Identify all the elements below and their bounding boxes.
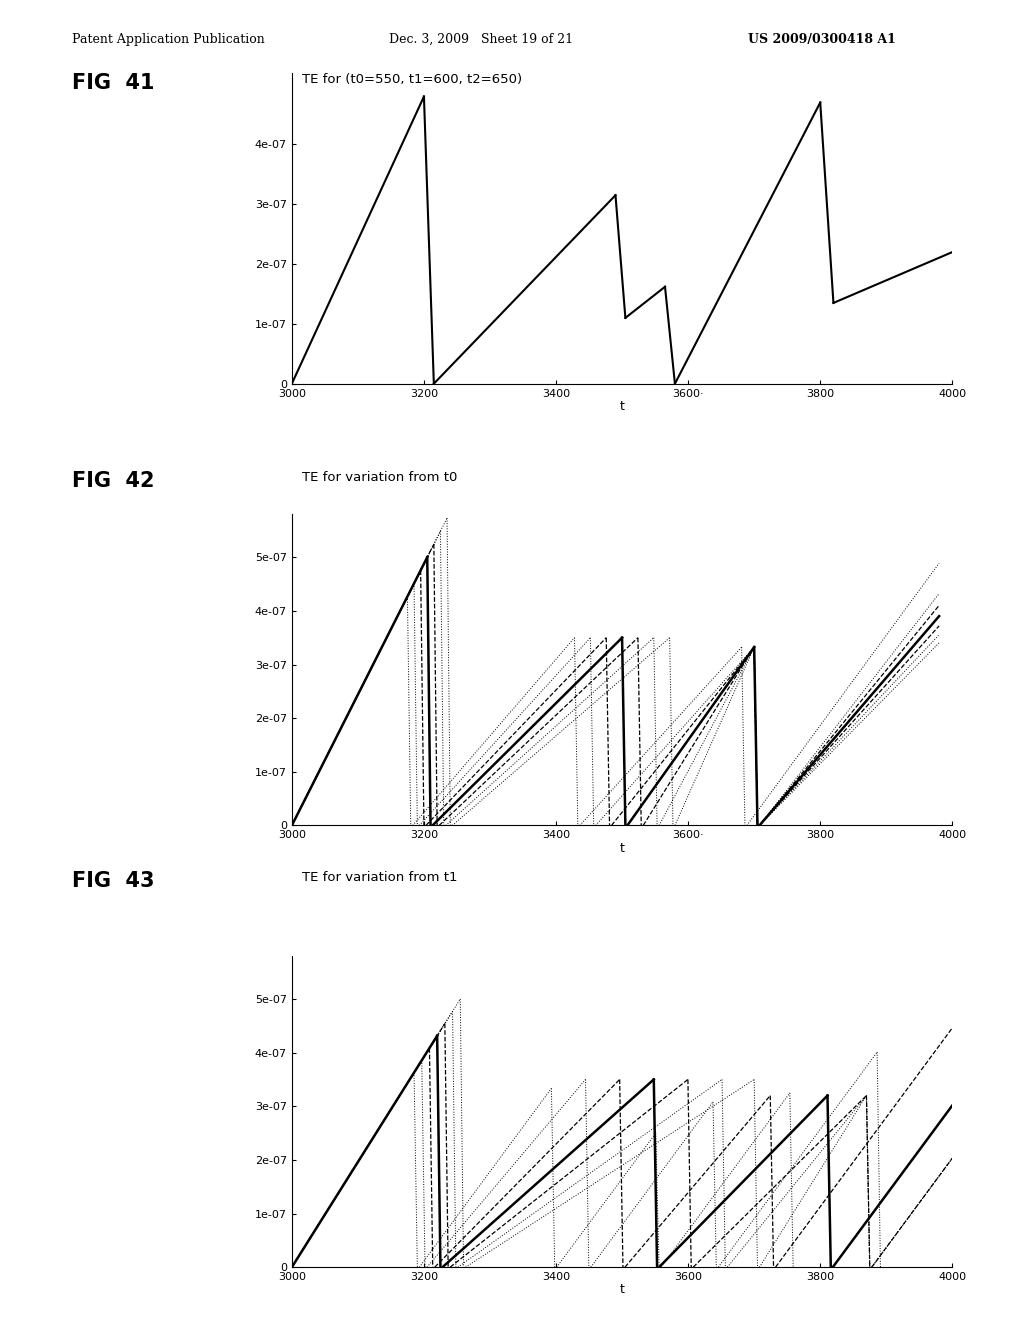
Text: FIG  41: FIG 41 (72, 73, 155, 92)
Text: FIG  42: FIG 42 (72, 471, 155, 491)
Text: Dec. 3, 2009   Sheet 19 of 21: Dec. 3, 2009 Sheet 19 of 21 (389, 33, 573, 46)
X-axis label: t: t (620, 842, 625, 854)
Text: TE for variation from t0: TE for variation from t0 (302, 471, 458, 484)
Text: TE for (t0=550, t1=600, t2=650): TE for (t0=550, t1=600, t2=650) (302, 73, 522, 86)
X-axis label: t: t (620, 400, 625, 413)
Text: TE for variation from t1: TE for variation from t1 (302, 871, 458, 884)
X-axis label: t: t (620, 1283, 625, 1296)
Text: FIG  43: FIG 43 (72, 871, 155, 891)
Text: Patent Application Publication: Patent Application Publication (72, 33, 264, 46)
Text: US 2009/0300418 A1: US 2009/0300418 A1 (748, 33, 895, 46)
